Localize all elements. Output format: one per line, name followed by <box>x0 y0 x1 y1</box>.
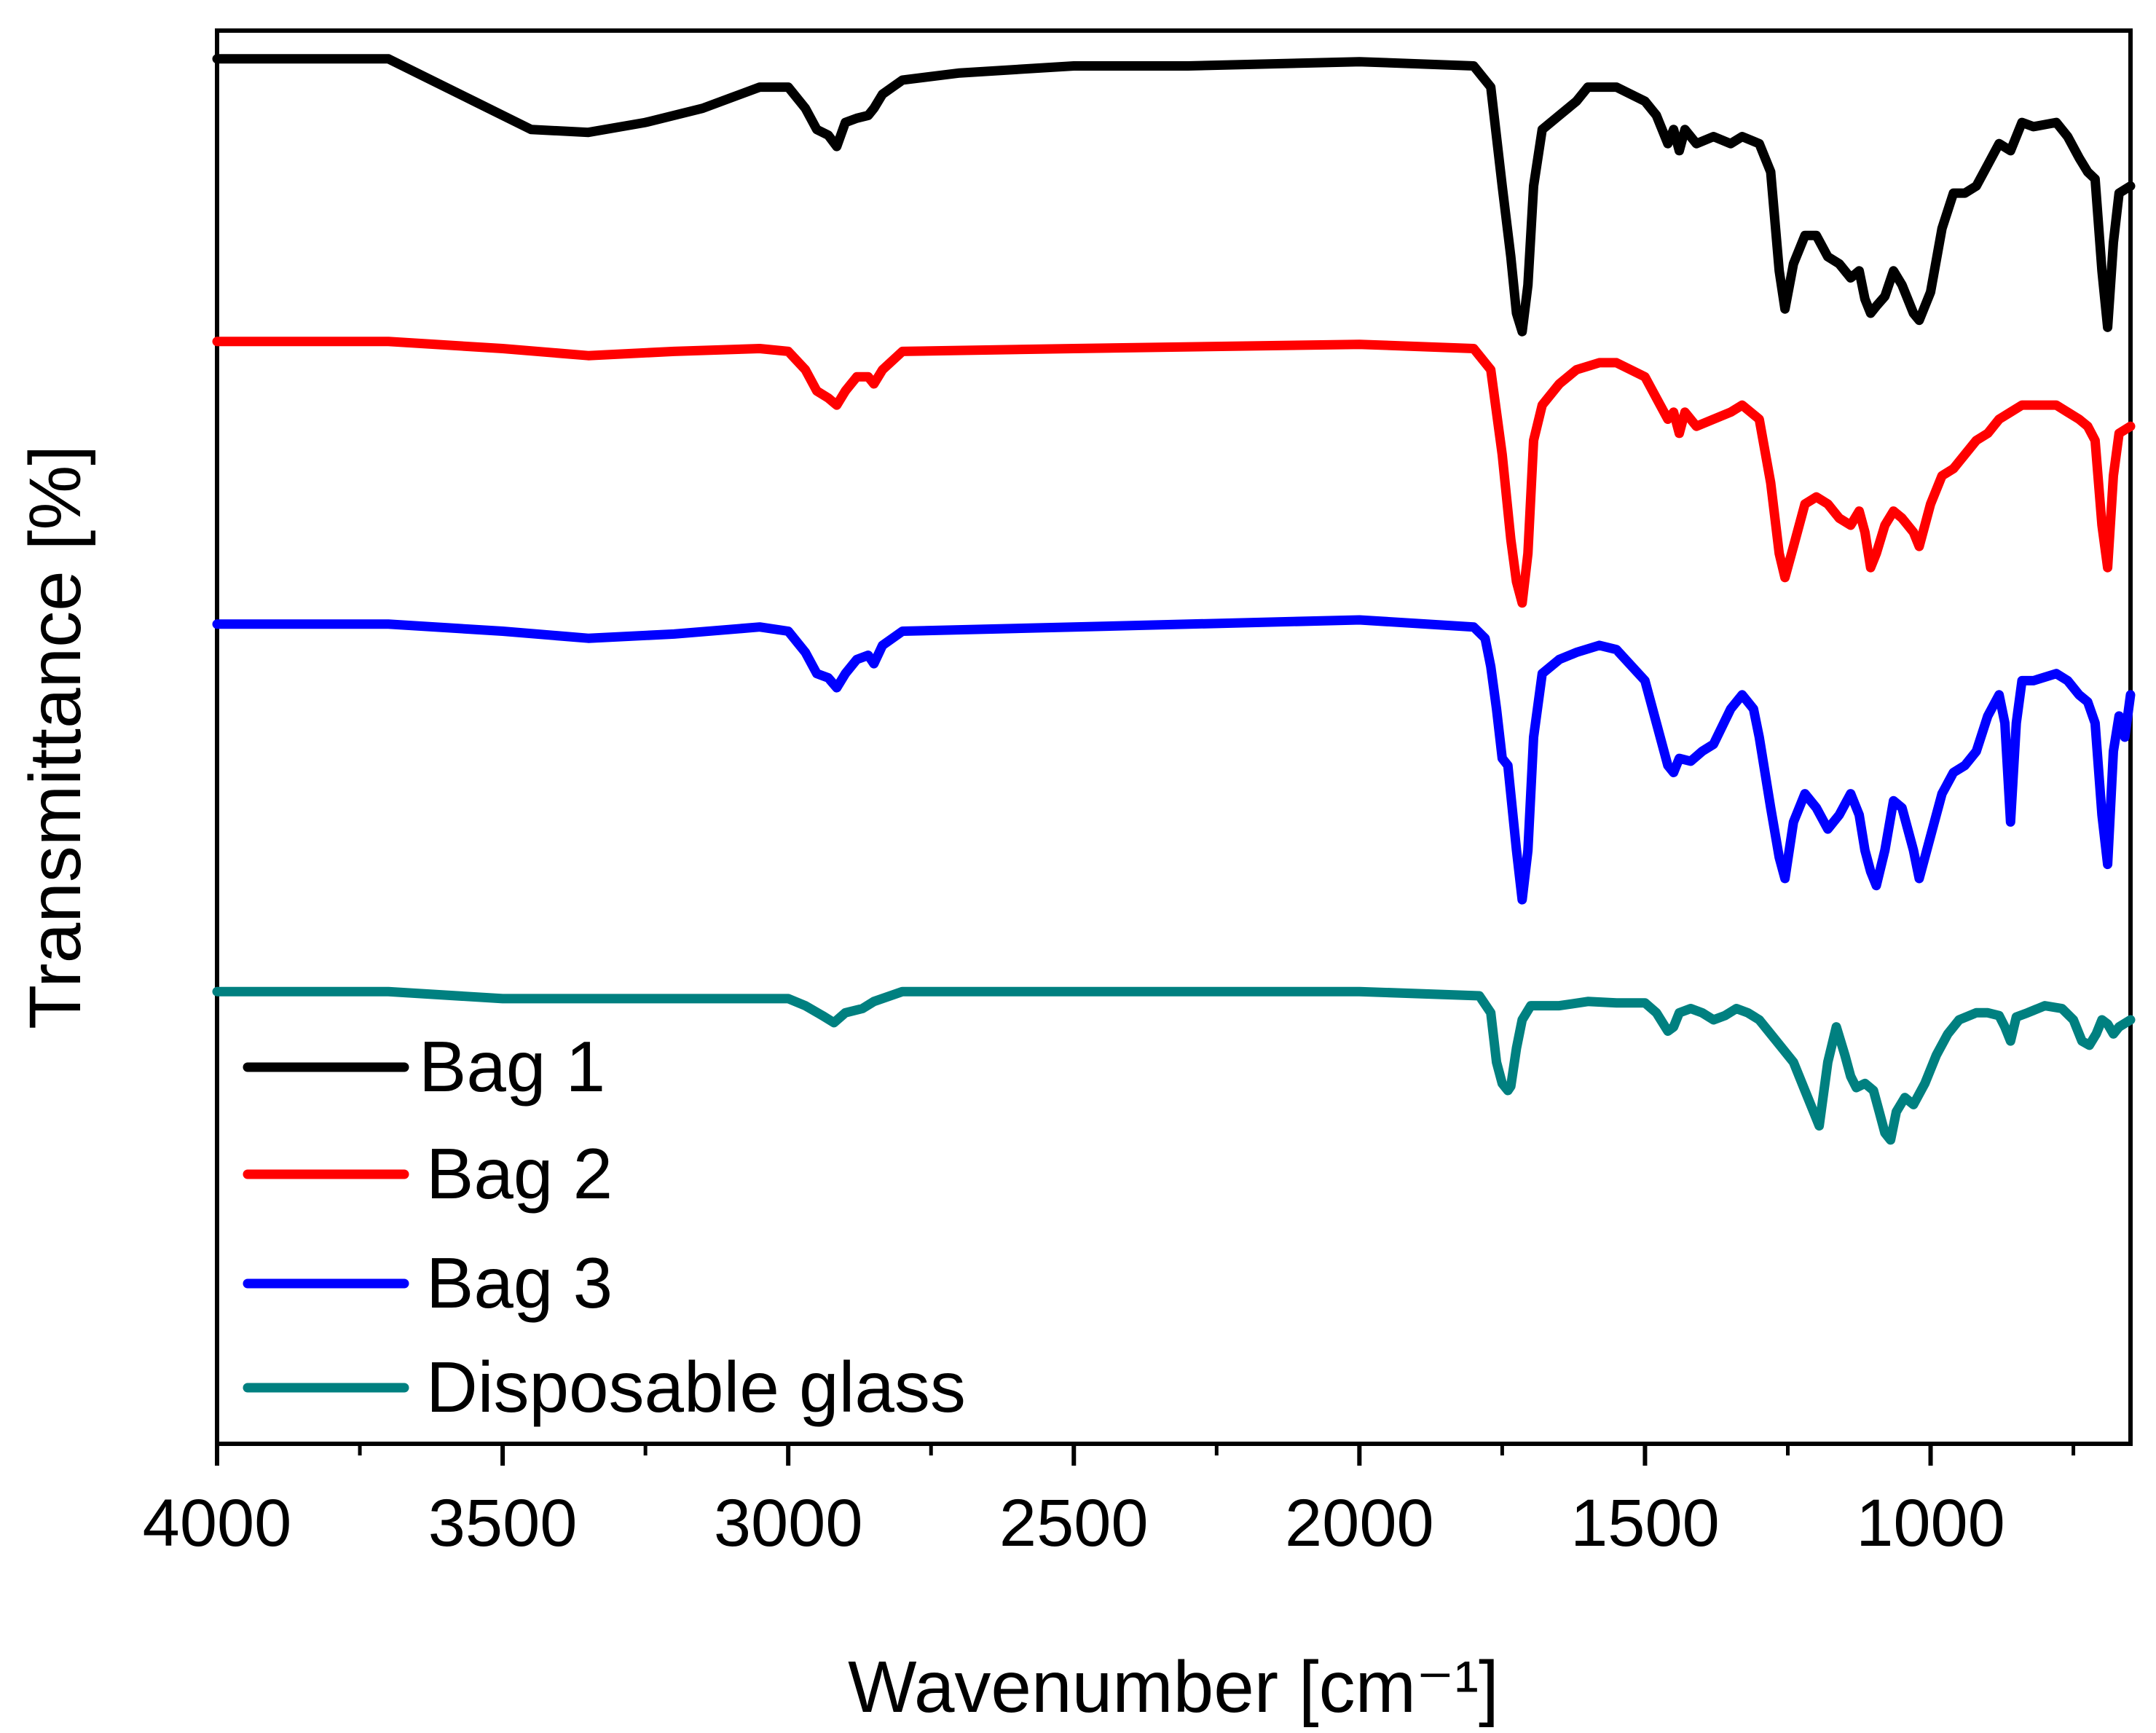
legend-label-bag-1: Bag 1 <box>419 1026 605 1107</box>
series-lines <box>212 54 2136 1145</box>
series-line-bag-2 <box>212 337 2136 608</box>
series-line-bag-1 <box>212 54 2136 337</box>
x-tick-label-3000: 3000 <box>714 1486 863 1560</box>
x-axis-ticks: 4000 3500 3000 2500 2000 1500 1000 <box>143 1444 2076 1560</box>
x-tick-label-1500: 1500 <box>1570 1486 1720 1560</box>
x-axis-title: Wavenumber [cm⁻¹] <box>848 1646 1499 1728</box>
series-line-bag-3 <box>212 615 2136 905</box>
x-tick-label-2000: 2000 <box>1285 1486 1434 1560</box>
x-tick-label-3500: 3500 <box>428 1486 578 1560</box>
x-tick-label-4000: 4000 <box>143 1486 292 1560</box>
plot-frame <box>215 28 2133 1446</box>
x-tick-label-1000: 1000 <box>1856 1486 2005 1560</box>
legend-label-bag-3: Bag 3 <box>426 1243 613 1323</box>
legend: Bag 1 Bag 2 Bag 3 Disposable glass <box>243 1026 966 1427</box>
x-tick-label-2500: 2500 <box>999 1486 1149 1560</box>
series-line-disposable-glass <box>212 986 2136 1145</box>
legend-label-bag-2: Bag 2 <box>426 1133 613 1214</box>
y-axis-title: Transmittance [%] <box>15 445 96 1029</box>
legend-label-disposable-glass: Disposable glass <box>426 1347 966 1427</box>
